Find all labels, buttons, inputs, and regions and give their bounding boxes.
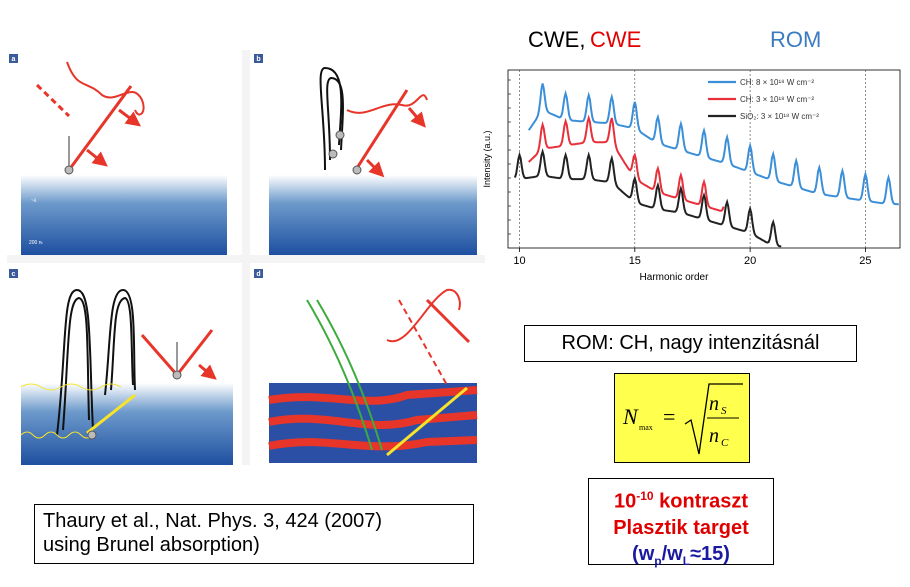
series-line [527, 83, 899, 206]
formula-num-sub: S [721, 405, 727, 417]
header-cwe-red: CWE [590, 27, 642, 52]
harmonic-chart-svg: 10 15 20 25 Harmonic order Intensity (a.u.) CH… [482, 69, 901, 283]
legend-label: CH: 8 × 10¹⁸ W cm⁻² [740, 78, 814, 87]
reference-box: Thaury et al., Nat. Phys. 3, 424 (2007) … [34, 504, 474, 564]
panel-a-label-2: 200 nₜ [29, 240, 44, 246]
legend-label: CH: 3 × 10¹⁸ W cm⁻² [740, 95, 814, 104]
x-axis-label: Harmonic order [640, 272, 710, 283]
contrast-line2: Plasztik target [613, 516, 749, 539]
formula-svg: N max = n S n C [622, 383, 743, 455]
panel-c [20, 288, 233, 465]
harmonic-chart: 10 15 20 25 Harmonic order Intensity (a.u.) CH… [478, 68, 903, 288]
reference-line1: Thaury et al., Nat. Phys. 3, 424 (2007) [43, 510, 383, 532]
x-tick-label: 20 [744, 255, 756, 267]
panel-b [269, 66, 477, 255]
panel-c-letter: c [12, 271, 16, 278]
header-rom: ROM [770, 27, 822, 52]
rom-note: ROM: CH, nagy intenzitásnál [524, 325, 857, 362]
plot-frame [507, 69, 901, 249]
formula-num: n [709, 393, 719, 415]
formula-lhs: N [622, 404, 639, 429]
header-cwe-black: CWE, [528, 27, 586, 52]
figure-panels: ~λ 200 nₜ [7, 50, 485, 465]
panel-d [268, 288, 478, 463]
formula-equals: = [663, 404, 675, 429]
reference-line2: using Brunel absorption) [43, 534, 260, 556]
panel-a: ~λ 200 nₜ [21, 61, 227, 255]
formula-den-sub: C [721, 437, 729, 449]
panel-d-letter: d [256, 271, 260, 278]
panel-a-letter: a [12, 56, 16, 63]
contrast-box: 10-10 kontraszt Plasztik target (wp/wL≈1… [588, 478, 774, 568]
x-tick-label: 15 [629, 255, 641, 267]
series-line [528, 114, 725, 212]
contrast-line3: (wp/wL≈15) [632, 542, 730, 568]
series-line [513, 147, 782, 248]
formula-sub: max [639, 423, 653, 432]
panel-a-label-1: ~λ [31, 198, 37, 204]
panels-svg: ~λ 200 nₜ [7, 50, 485, 465]
y-axis-label: Intensity (a.u.) [482, 130, 492, 187]
x-tick-label: 10 [513, 255, 525, 267]
legend-label: SiO₂: 3 × 10¹⁸ W cm⁻² [740, 112, 819, 121]
contrast-line1: 10-10 kontraszt [613, 489, 749, 513]
panel-b-letter: b [256, 56, 260, 63]
formula-box: N max = n S n C [614, 373, 750, 463]
x-tick-label: 25 [859, 255, 871, 267]
formula-den: n [709, 425, 719, 447]
